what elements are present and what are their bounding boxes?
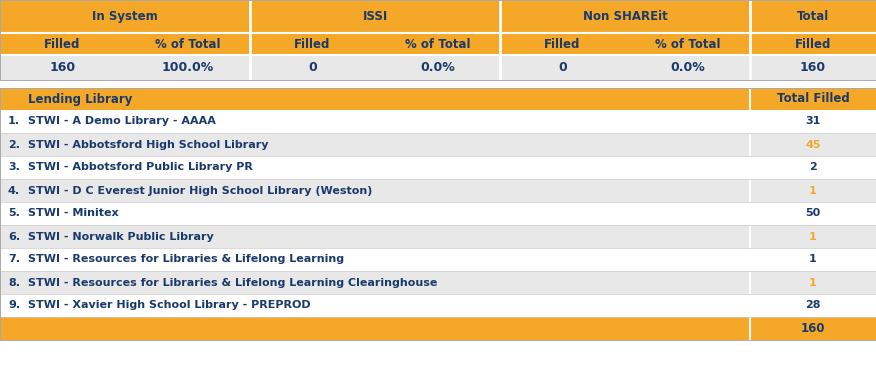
Text: 1: 1 — [809, 277, 817, 288]
Text: 7.: 7. — [8, 255, 20, 264]
Bar — [125, 33, 250, 55]
Bar — [0, 133, 750, 156]
Bar — [0, 225, 750, 248]
Text: STWI - Resources for Libraries & Lifelong Learning: STWI - Resources for Libraries & Lifelon… — [28, 255, 344, 264]
Bar — [0, 0, 250, 33]
Text: 5.: 5. — [8, 209, 20, 218]
Text: 1: 1 — [809, 231, 817, 242]
Bar — [0, 88, 750, 110]
Bar — [0, 294, 750, 317]
Bar — [250, 55, 375, 80]
Bar — [750, 55, 876, 80]
Bar — [500, 0, 750, 33]
Text: Total: Total — [797, 10, 829, 23]
Text: 31: 31 — [805, 117, 821, 127]
Bar — [0, 202, 750, 225]
Text: Filled: Filled — [45, 38, 81, 51]
Bar — [375, 55, 500, 80]
Text: 1: 1 — [809, 255, 817, 264]
Text: 0.0%: 0.0% — [420, 61, 455, 74]
Bar — [0, 33, 125, 55]
Text: 160: 160 — [800, 61, 826, 74]
Bar — [750, 133, 876, 156]
Text: Non SHAREit: Non SHAREit — [583, 10, 668, 23]
Text: 9.: 9. — [8, 301, 20, 310]
Bar — [750, 248, 876, 271]
Bar — [0, 55, 125, 80]
Bar — [250, 33, 375, 55]
Bar — [0, 271, 750, 294]
Text: In System: In System — [92, 10, 158, 23]
Text: STWI - Xavier High School Library - PREPROD: STWI - Xavier High School Library - PREP… — [28, 301, 311, 310]
Bar — [0, 248, 750, 271]
Bar — [750, 179, 876, 202]
Bar — [750, 294, 876, 317]
Text: 1: 1 — [809, 185, 817, 195]
Bar — [250, 0, 500, 33]
Text: % of Total: % of Total — [405, 38, 470, 51]
Bar — [750, 110, 876, 133]
Text: 8.: 8. — [8, 277, 20, 288]
Text: Filled: Filled — [544, 38, 581, 51]
Bar — [750, 225, 876, 248]
Text: STWI - A Demo Library - AAAA: STWI - A Demo Library - AAAA — [28, 117, 215, 127]
Text: ISSI: ISSI — [363, 10, 387, 23]
Text: STWI - Resources for Libraries & Lifelong Learning Clearinghouse: STWI - Resources for Libraries & Lifelon… — [28, 277, 437, 288]
Text: 4.: 4. — [8, 185, 20, 195]
Text: 0.0%: 0.0% — [670, 61, 705, 74]
Text: 100.0%: 100.0% — [161, 61, 214, 74]
Text: 45: 45 — [805, 139, 821, 149]
Bar — [750, 0, 876, 33]
Bar — [750, 156, 876, 179]
Bar — [0, 88, 876, 340]
Bar — [375, 33, 500, 55]
Bar — [750, 317, 876, 340]
Bar — [0, 179, 750, 202]
Bar — [625, 55, 750, 80]
Bar — [500, 55, 625, 80]
Bar — [0, 317, 750, 340]
Text: % of Total: % of Total — [155, 38, 220, 51]
Text: 0: 0 — [308, 61, 317, 74]
Text: Filled: Filled — [294, 38, 330, 51]
Text: % of Total: % of Total — [654, 38, 720, 51]
Bar — [750, 202, 876, 225]
Text: 1.: 1. — [8, 117, 20, 127]
Text: STWI - Abbotsford Public Library PR: STWI - Abbotsford Public Library PR — [28, 163, 253, 173]
Text: 28: 28 — [805, 301, 821, 310]
Bar — [750, 271, 876, 294]
Text: STWI - D C Everest Junior High School Library (Weston): STWI - D C Everest Junior High School Li… — [28, 185, 372, 195]
Bar — [0, 110, 750, 133]
Text: STWI - Abbotsford High School Library: STWI - Abbotsford High School Library — [28, 139, 269, 149]
Bar — [750, 33, 876, 55]
Text: 50: 50 — [805, 209, 821, 218]
Bar — [0, 0, 876, 80]
Bar — [625, 33, 750, 55]
Text: 160: 160 — [801, 322, 825, 335]
Bar — [0, 156, 750, 179]
Text: 3.: 3. — [8, 163, 20, 173]
Text: Lending Library: Lending Library — [28, 92, 132, 106]
Text: 0: 0 — [558, 61, 567, 74]
Text: 2: 2 — [809, 163, 817, 173]
Bar — [750, 88, 876, 110]
Text: Total Filled: Total Filled — [777, 92, 850, 106]
Text: STWI - Norwalk Public Library: STWI - Norwalk Public Library — [28, 231, 214, 242]
Text: 2.: 2. — [8, 139, 20, 149]
Text: Filled: Filled — [795, 38, 831, 51]
Text: STWI - Minitex: STWI - Minitex — [28, 209, 118, 218]
Bar — [125, 55, 250, 80]
Text: 6.: 6. — [8, 231, 20, 242]
Text: 160: 160 — [49, 61, 75, 74]
Bar — [500, 33, 625, 55]
